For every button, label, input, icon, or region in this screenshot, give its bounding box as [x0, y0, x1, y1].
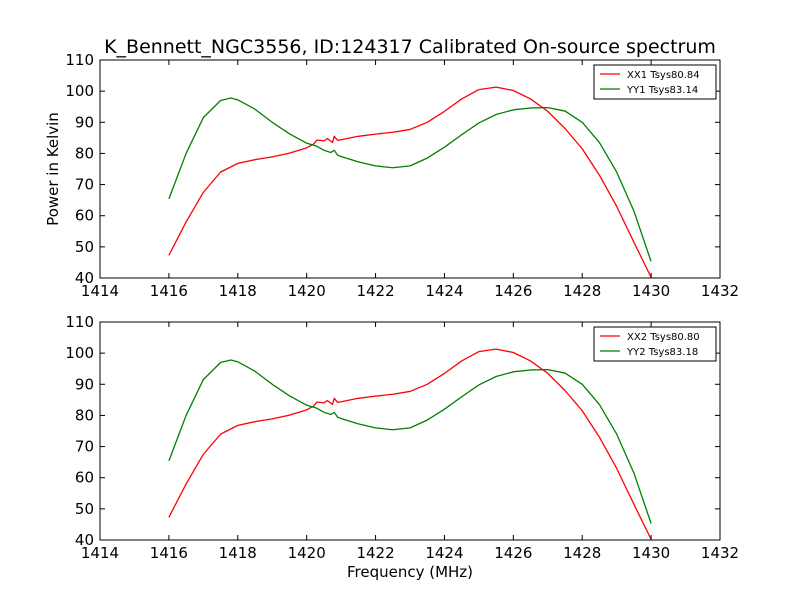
x-tick-label: 1430	[632, 544, 670, 562]
y-tick-label: 90	[75, 113, 94, 131]
legend-entry-label: XX1 Tsys80.84	[627, 70, 700, 81]
legend-entry-label: YY2 Tsys83.18	[626, 347, 698, 358]
x-tick-label: 1424	[425, 544, 463, 562]
y-tick-label: 100	[65, 344, 94, 362]
legend-box	[593, 326, 717, 362]
y-tick-label: 40	[75, 269, 94, 287]
x-tick-label: 1432	[701, 544, 739, 562]
x-tick-label: 1420	[288, 544, 326, 562]
y-tick-label: 100	[65, 82, 94, 100]
y-tick-label: 50	[75, 500, 94, 518]
y-tick-label: 110	[65, 313, 94, 331]
plot-frame	[99, 59, 721, 279]
y-tick-label: 70	[75, 438, 94, 456]
y-tick-label: 80	[75, 406, 94, 424]
y-tick-label: 60	[75, 207, 94, 225]
y-tick-label: 80	[75, 144, 94, 162]
plot-frame	[99, 321, 721, 541]
x-tick-label: 1428	[563, 544, 601, 562]
x-tick-label: 1414	[81, 544, 119, 562]
legend-entry-label: XX2 Tsys80.80	[627, 332, 700, 343]
x-tick-label: 1428	[563, 282, 601, 300]
x-tick-label: 1422	[356, 282, 394, 300]
x-tick-label: 1430	[632, 282, 670, 300]
x-tick-label: 1420	[288, 282, 326, 300]
y-tick-label: 50	[75, 238, 94, 256]
x-tick-label: 1426	[494, 544, 532, 562]
x-tick-label: 1424	[425, 282, 463, 300]
bottom-panel: 1414 1416 1418 1420 1422 1424 1426 1428 1430 1432…	[65, 313, 739, 581]
x-tick-label: 1416	[150, 544, 188, 562]
x-tick-label: 1432	[701, 282, 739, 300]
series-line-yy	[168, 97, 652, 262]
x-tick-label: 1418	[219, 282, 257, 300]
y-tick-label: 40	[75, 531, 94, 549]
series-line-xx	[168, 86, 652, 278]
x-tick-label: 1418	[219, 544, 257, 562]
y-tick-label: 110	[65, 51, 94, 69]
x-tick-label: 1422	[356, 544, 394, 562]
y-axis-label: Power in Kelvin	[44, 112, 62, 226]
y-tick-label: 90	[75, 375, 94, 393]
figure-title: K_Bennett_NGC3556, ID:124317 Calibrated …	[104, 36, 716, 58]
x-tick-label: 1426	[494, 282, 532, 300]
x-axis-label: Frequency (MHz)	[347, 563, 473, 581]
y-tick-label: 60	[75, 469, 94, 487]
series-line-yy	[168, 359, 652, 524]
legend-box	[593, 64, 717, 100]
x-tick-label: 1416	[150, 282, 188, 300]
top-panel: 1414 1416 1418 1420 1422 1424 1426 1428 1430 1432…	[44, 51, 739, 300]
legend-entry-label: YY1 Tsys83.14	[626, 85, 698, 96]
y-tick-label: 70	[75, 176, 94, 194]
series-line-xx	[168, 348, 652, 540]
x-tick-label: 1414	[81, 282, 119, 300]
